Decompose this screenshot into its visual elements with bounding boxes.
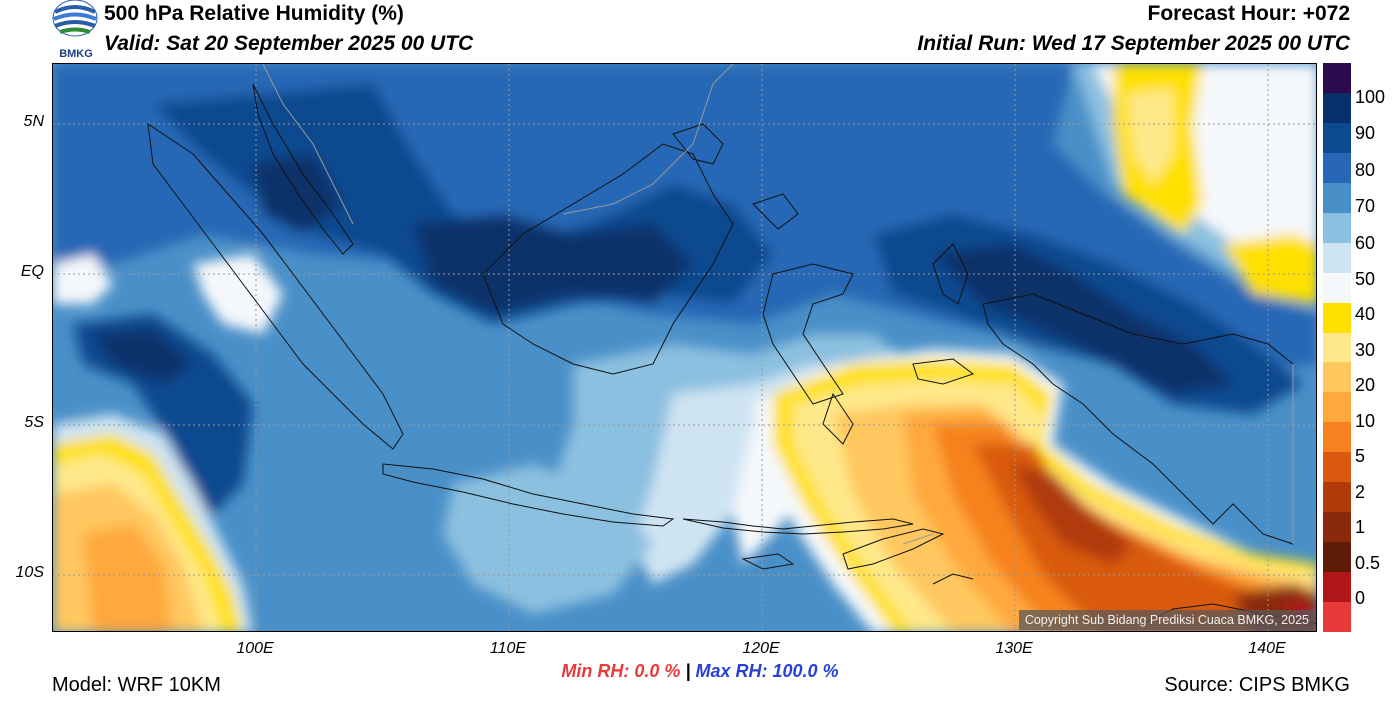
colorbar-segment — [1323, 362, 1351, 393]
valid-time: Valid: Sat 20 September 2025 00 UTC — [104, 32, 474, 55]
initial-run: Initial Run: Wed 17 September 2025 00 UT… — [917, 32, 1350, 55]
map-title: 500 hPa Relative Humidity (%) — [104, 2, 404, 25]
colorbar-segment — [1323, 272, 1351, 304]
colorbar-label: 80 — [1355, 160, 1376, 180]
colorbar-segment — [1323, 152, 1351, 184]
colorbar-label: 30 — [1355, 340, 1376, 360]
colorbar-segment — [1323, 122, 1351, 154]
colorbar-label: 90 — [1355, 123, 1376, 143]
colorbar-label: 0.5 — [1355, 553, 1381, 573]
colorbar-segment — [1323, 602, 1351, 633]
colorbar — [1323, 63, 1351, 633]
colorbar-label: 40 — [1355, 304, 1376, 324]
colorbar-segment — [1323, 63, 1351, 94]
rh-stats: Min RH: 0.0 % | Max RH: 100.0 % — [0, 661, 1400, 682]
colorbar-segment — [1323, 572, 1351, 603]
lon-label-140e: 140E — [1248, 640, 1286, 657]
colorbar-label: 1 — [1355, 517, 1366, 537]
colorbar-segment — [1323, 242, 1351, 274]
colorbar-label: 60 — [1355, 233, 1376, 253]
colorbar-label: 0 — [1355, 588, 1366, 608]
colorbar-segment — [1323, 212, 1351, 244]
logo-text: BMKG — [59, 48, 93, 60]
lon-label-120e: 120E — [742, 640, 780, 657]
source-label: Source: CIPS BMKG — [1164, 674, 1350, 696]
colorbar-label: 2 — [1355, 482, 1366, 502]
humidity-field — [53, 64, 1316, 631]
copyright-text: Copyright Sub Bidang Prediksi Cuaca BMKG… — [1018, 610, 1315, 630]
colorbar-segment — [1323, 542, 1351, 573]
lat-label-5s: 5S — [24, 414, 44, 431]
colorbar-segment — [1323, 452, 1351, 483]
humidity-map: Copyright Sub Bidang Prediksi Cuaca BMKG… — [52, 63, 1317, 632]
forecast-hour: Forecast Hour: +072 — [1147, 2, 1351, 25]
colorbar-segment — [1323, 392, 1351, 423]
colorbar-segment — [1323, 482, 1351, 513]
colorbar-segment — [1323, 92, 1351, 124]
lat-label-eq: EQ — [20, 263, 44, 280]
colorbar-label: 20 — [1355, 375, 1376, 395]
lon-label-110e: 110E — [489, 640, 527, 657]
lat-label-5n: 5N — [23, 113, 44, 130]
min-rh: Min RH: 0.0 % — [561, 661, 681, 681]
colorbar-label: 5 — [1355, 446, 1366, 466]
colorbar-label: 70 — [1355, 196, 1376, 216]
colorbar-label: 50 — [1355, 269, 1376, 289]
colorbar-segment — [1323, 332, 1351, 363]
colorbar-segment — [1323, 302, 1351, 334]
colorbar-segment — [1323, 422, 1351, 453]
colorbar-label: 10 — [1355, 411, 1376, 431]
stats-separator: | — [685, 661, 691, 681]
max-rh: Max RH: 100.0 % — [695, 661, 839, 681]
lon-label-130e: 130E — [995, 640, 1033, 657]
colorbar-segment — [1323, 512, 1351, 543]
bmkg-logo-icon: BMKG — [50, 0, 102, 60]
colorbar-segment — [1323, 182, 1351, 214]
model-label: Model: WRF 10KM — [52, 674, 221, 696]
lon-label-100e: 100E — [236, 640, 274, 657]
lat-label-10s: 10S — [15, 564, 44, 581]
colorbar-label: 100 — [1355, 87, 1386, 107]
